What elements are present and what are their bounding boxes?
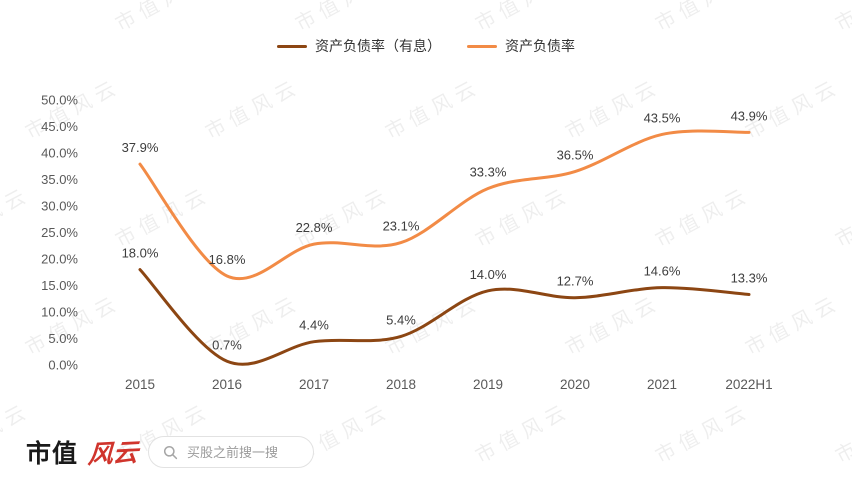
svg-text:43.5%: 43.5%: [644, 110, 681, 125]
svg-text:2017: 2017: [299, 377, 329, 392]
svg-text:40.0%: 40.0%: [41, 146, 78, 161]
footer: 市值 风云: [26, 434, 315, 470]
search-icon: [163, 445, 178, 459]
svg-text:50.0%: 50.0%: [41, 93, 78, 108]
svg-text:37.9%: 37.9%: [122, 140, 159, 155]
svg-text:18.0%: 18.0%: [122, 246, 159, 261]
svg-text:14.6%: 14.6%: [644, 264, 681, 279]
svg-text:36.5%: 36.5%: [557, 148, 594, 163]
svg-text:13.3%: 13.3%: [731, 271, 768, 286]
svg-text:23.1%: 23.1%: [383, 219, 420, 234]
svg-text:5.0%: 5.0%: [48, 331, 78, 346]
search-input[interactable]: [185, 443, 300, 461]
svg-text:0.0%: 0.0%: [48, 358, 78, 373]
svg-text:14.0%: 14.0%: [470, 267, 507, 282]
svg-text:4.4%: 4.4%: [299, 318, 329, 333]
logo-fengyun: 风云: [87, 438, 139, 470]
svg-text:2018: 2018: [386, 377, 416, 392]
legend-swatch-interest-debt-ratio: [277, 44, 307, 48]
svg-text:10.0%: 10.0%: [41, 305, 78, 320]
legend-label-debt-ratio: 资产负债率: [505, 38, 575, 54]
svg-text:2015: 2015: [125, 377, 155, 392]
svg-text:43.9%: 43.9%: [731, 108, 768, 123]
svg-text:0.7%: 0.7%: [212, 337, 242, 352]
svg-text:22.8%: 22.8%: [296, 220, 333, 235]
svg-text:20.0%: 20.0%: [41, 252, 78, 267]
chart-legend: 资产负债率（有息） 资产负债率: [0, 36, 852, 56]
svg-text:2020: 2020: [560, 377, 590, 392]
svg-text:16.8%: 16.8%: [209, 252, 246, 267]
legend-label-interest-debt-ratio: 资产负债率（有息）: [315, 38, 441, 54]
svg-text:25.0%: 25.0%: [41, 225, 78, 240]
legend-item-interest-debt-ratio: 资产负债率（有息）: [277, 36, 441, 56]
search-bar[interactable]: [148, 436, 315, 468]
svg-text:35.0%: 35.0%: [41, 172, 78, 187]
svg-text:12.7%: 12.7%: [557, 274, 594, 289]
legend-swatch-debt-ratio: [467, 44, 497, 48]
legend-item-debt-ratio: 资产负债率: [467, 36, 575, 56]
svg-text:2016: 2016: [212, 377, 242, 392]
svg-text:30.0%: 30.0%: [41, 199, 78, 214]
svg-text:33.3%: 33.3%: [470, 165, 507, 180]
logo-shizhi: 市值: [26, 441, 79, 468]
svg-text:2021: 2021: [647, 377, 677, 392]
svg-text:15.0%: 15.0%: [41, 278, 78, 293]
svg-text:5.4%: 5.4%: [386, 312, 416, 327]
svg-text:2022H1: 2022H1: [725, 377, 772, 392]
svg-text:45.0%: 45.0%: [41, 119, 78, 134]
svg-text:2019: 2019: [473, 377, 503, 392]
